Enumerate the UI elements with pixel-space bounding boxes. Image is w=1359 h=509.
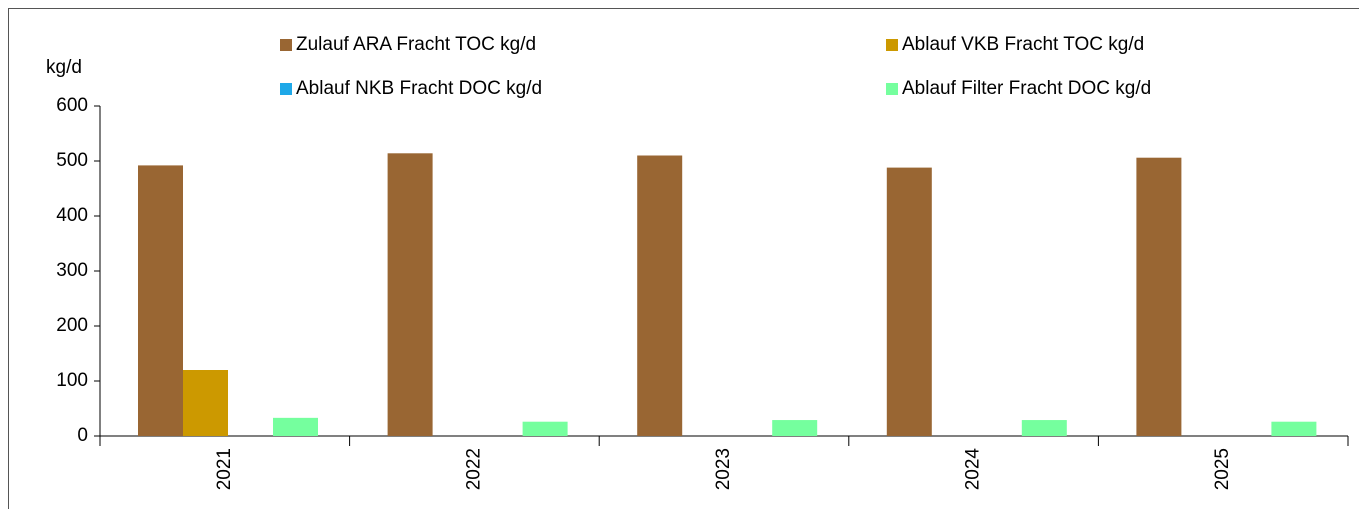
legend-swatch [280,39,292,51]
bar [637,155,683,436]
legend-swatch [886,39,898,51]
y-tick-label: 500 [56,150,88,171]
bar [1271,421,1317,436]
x-tick-label: 2021 [214,448,235,490]
x-tick-label: 2023 [713,448,734,490]
legend-label: Ablauf Filter Fracht DOC kg/d [902,78,1151,99]
legend-swatch [280,83,292,95]
x-tick-label: 2022 [463,448,484,490]
bar [772,420,818,436]
y-tick-label: 600 [56,95,88,116]
y-axis-label: kg/d [46,57,82,78]
y-tick-label: 100 [56,370,88,391]
bar [138,165,183,436]
bar [273,417,318,436]
x-tick-label: 2025 [1212,448,1233,490]
legend-label: Ablauf NKB Fracht DOC kg/d [296,78,542,99]
bar [522,421,568,436]
bar [1021,420,1067,436]
y-tick-label: 200 [56,315,88,336]
x-tick-label: 2024 [963,448,984,491]
bar [387,153,433,437]
legend-label: Zulauf ARA Fracht TOC kg/d [296,34,536,55]
y-tick-label: 300 [56,260,88,281]
legend-swatch [886,83,898,95]
bar [183,370,228,436]
bar [886,167,932,436]
chart-frame [8,8,1359,509]
legend-label: Ablauf VKB Fracht TOC kg/d [902,34,1144,55]
bar [1136,157,1182,436]
y-tick-label: 400 [56,205,88,226]
y-tick-label: 0 [77,425,88,446]
